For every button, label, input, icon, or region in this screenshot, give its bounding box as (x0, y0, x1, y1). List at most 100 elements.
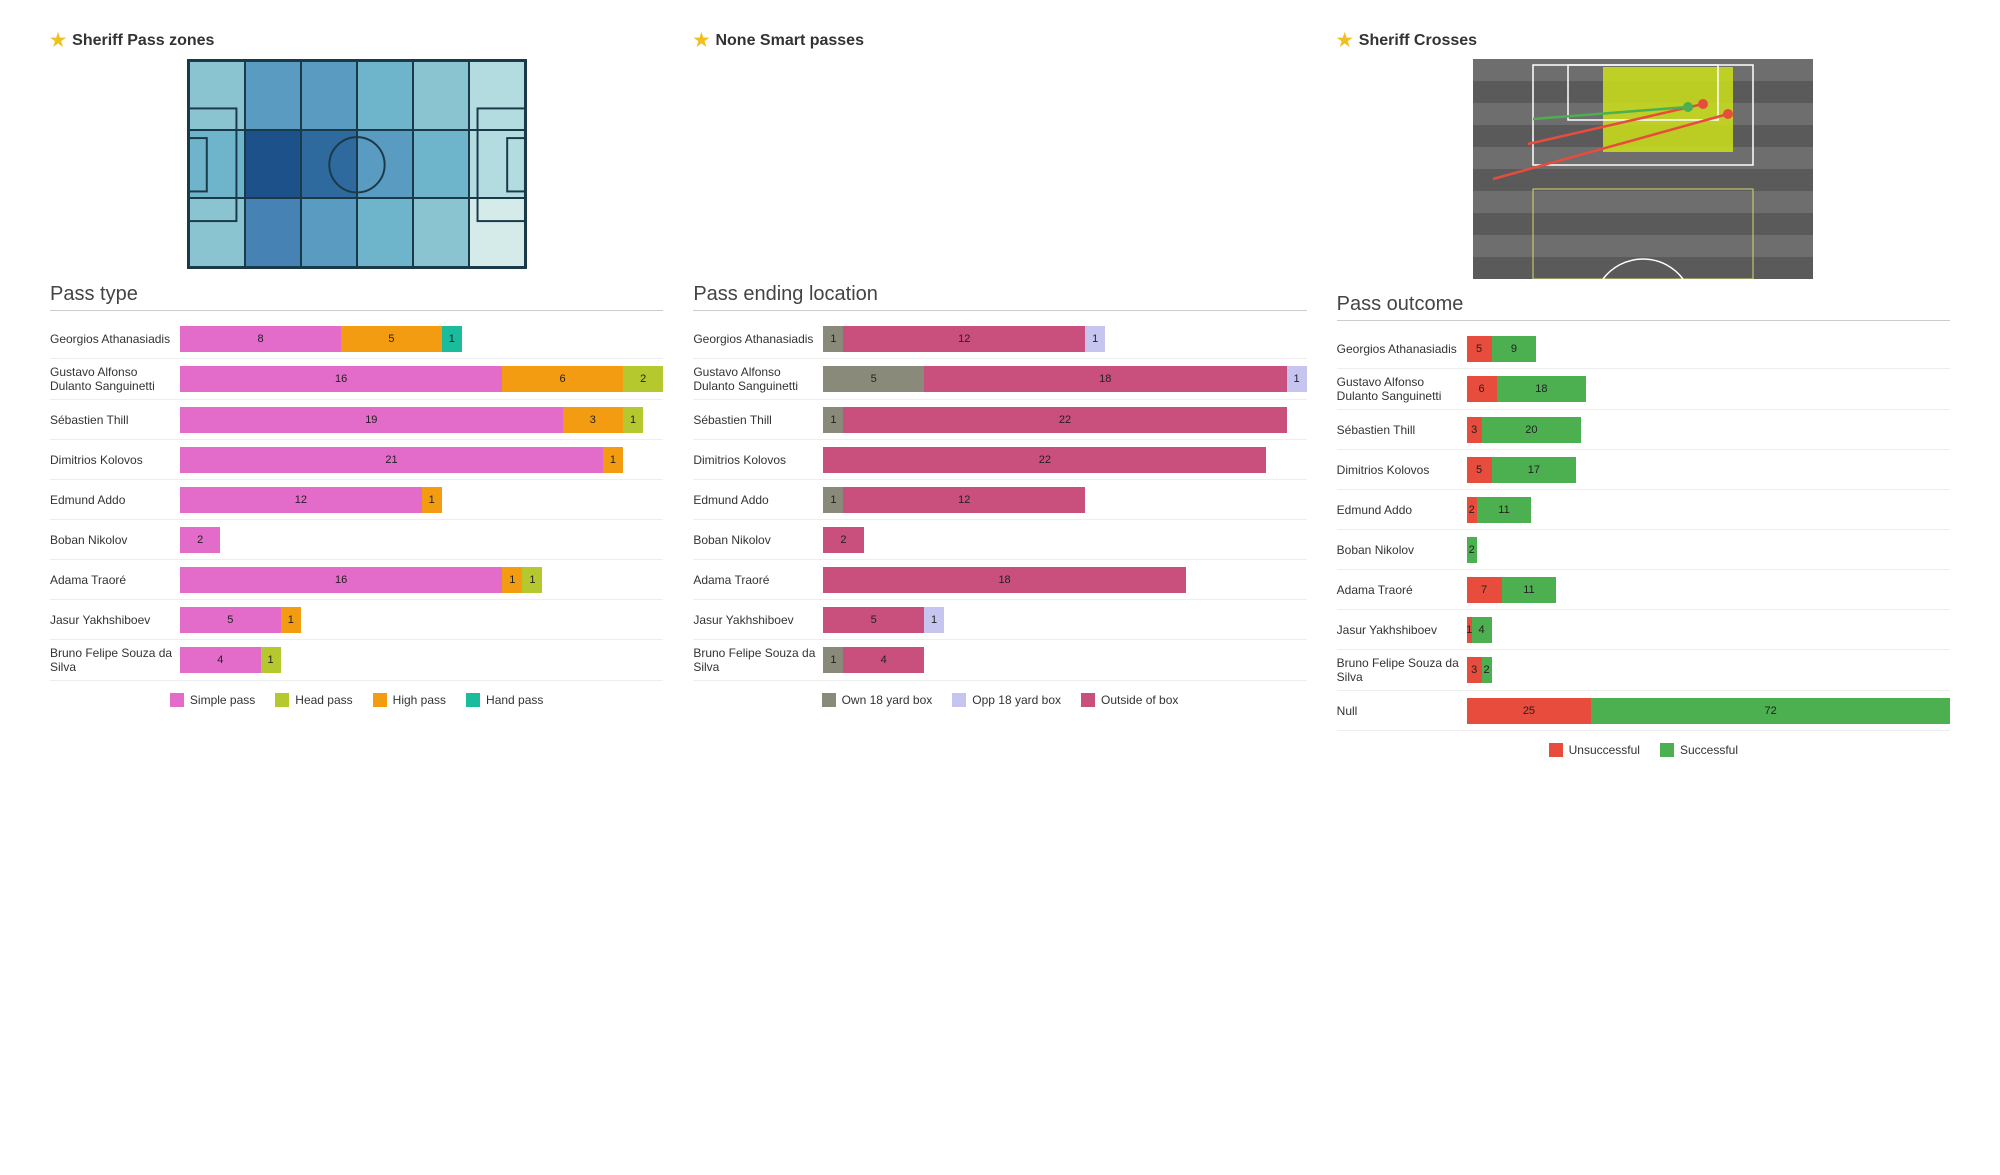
legend-swatch (1660, 743, 1674, 757)
player-label: Edmund Addo (1337, 503, 1467, 517)
heat-cell (245, 198, 301, 267)
bar-segment: 5 (823, 607, 924, 633)
player-label: Jasur Yakhshiboev (50, 613, 180, 627)
bar-segment: 12 (843, 487, 1085, 513)
bar-track: 59 (1467, 336, 1950, 362)
bar-segment: 8 (180, 326, 341, 352)
legend-label: Own 18 yard box (842, 693, 933, 707)
legend-item: High pass (373, 693, 446, 707)
pass-type-chart: Georgios Athanasiadis851Gustavo Alfonso … (50, 319, 663, 681)
bar-row: Dimitrios Kolovos22 (693, 440, 1306, 480)
divider (693, 310, 1306, 311)
legend-item: Successful (1660, 743, 1738, 757)
legend-swatch (275, 693, 289, 707)
bar-track: 1931 (180, 407, 663, 433)
heat-cell (357, 198, 413, 267)
bar-segment: 2 (1482, 657, 1492, 683)
bar-track: 112 (823, 487, 1306, 513)
heat-cell (301, 198, 357, 267)
heat-cell (189, 130, 245, 199)
legend-item: Outside of box (1081, 693, 1178, 707)
bar-row: Bruno Felipe Souza da Silva32 (1337, 650, 1950, 691)
smart-passes-empty (693, 59, 1306, 269)
heat-cell (245, 61, 301, 130)
pass-outcome-chart: Georgios Athanasiadis59Gustavo Alfonso D… (1337, 329, 1950, 731)
player-label: Edmund Addo (50, 493, 180, 507)
bar-segment: 21 (180, 447, 603, 473)
heat-cell (357, 61, 413, 130)
bar-segment: 1 (1085, 326, 1105, 352)
bar-track: 2 (1467, 537, 1950, 563)
bar-segment: 1 (442, 326, 462, 352)
legend-label: Opp 18 yard box (972, 693, 1061, 707)
player-label: Jasur Yakhshiboev (693, 613, 823, 627)
bar-segment: 17 (1492, 457, 1577, 483)
heat-cell (413, 130, 469, 199)
bar-track: 32 (1467, 657, 1950, 683)
bar-row: Boban Nikolov2 (50, 520, 663, 560)
bar-segment: 16 (180, 366, 502, 392)
bar-track: 41 (180, 647, 663, 673)
heat-cell (245, 130, 301, 199)
bar-segment: 1 (281, 607, 301, 633)
bar-segment: 2 (1467, 497, 1477, 523)
legend-swatch (466, 693, 480, 707)
player-label: Boban Nikolov (693, 533, 823, 547)
heat-cell (301, 130, 357, 199)
legend-label: Successful (1680, 743, 1738, 757)
player-label: Gustavo Alfonso Dulanto Sanguinetti (693, 365, 823, 393)
player-label: Georgios Athanasiadis (50, 332, 180, 346)
bar-track: 14 (823, 647, 1306, 673)
player-label: Boban Nikolov (50, 533, 180, 547)
player-label: Adama Traoré (50, 573, 180, 587)
bar-row: Sébastien Thill1931 (50, 400, 663, 440)
player-label: Gustavo Alfonso Dulanto Sanguinetti (50, 365, 180, 393)
bar-segment: 1 (522, 567, 542, 593)
bar-track: 2 (823, 527, 1306, 553)
player-label: Dimitrios Kolovos (50, 453, 180, 467)
bar-track: 320 (1467, 417, 1950, 443)
bar-segment: 1 (823, 487, 843, 513)
bar-row: Dimitrios Kolovos211 (50, 440, 663, 480)
bar-row: Bruno Felipe Souza da Silva14 (693, 640, 1306, 681)
bar-track: 1662 (180, 366, 663, 392)
bar-segment: 9 (1492, 336, 1537, 362)
bar-segment: 19 (180, 407, 563, 433)
bar-track: 14 (1467, 617, 1950, 643)
player-label: Georgios Athanasiadis (1337, 342, 1467, 356)
bar-row: Georgios Athanasiadis851 (50, 319, 663, 359)
heat-cell (413, 61, 469, 130)
bar-segment: 22 (823, 447, 1266, 473)
heat-cell (469, 61, 525, 130)
bar-row: Null2572 (1337, 691, 1950, 731)
heat-cell (301, 61, 357, 130)
bar-segment: 5 (1467, 457, 1492, 483)
smart-passes-label: None Smart passes (715, 32, 864, 50)
pass-outcome-title: Pass outcome (1337, 293, 1950, 316)
legend-swatch (373, 693, 387, 707)
player-label: Edmund Addo (693, 493, 823, 507)
player-label: Adama Traoré (693, 573, 823, 587)
legend-label: Simple pass (190, 693, 255, 707)
bar-segment: 4 (1472, 617, 1492, 643)
divider (50, 310, 663, 311)
bar-track: 618 (1467, 376, 1950, 402)
player-label: Bruno Felipe Souza da Silva (693, 646, 823, 674)
legend-swatch (1081, 693, 1095, 707)
bar-track: 5181 (823, 366, 1306, 392)
bar-track: 711 (1467, 577, 1950, 603)
bar-row: Gustavo Alfonso Dulanto Sanguinetti1662 (50, 359, 663, 400)
bar-segment: 1 (1287, 366, 1307, 392)
crosses-title: ★ Sheriff Crosses (1337, 30, 1950, 51)
pass-outcome-legend: UnsuccessfulSuccessful (1337, 743, 1950, 757)
heat-cell (189, 61, 245, 130)
bar-row: Gustavo Alfonso Dulanto Sanguinetti5181 (693, 359, 1306, 400)
bar-segment: 1 (823, 326, 843, 352)
bar-row: Boban Nikolov2 (693, 520, 1306, 560)
bar-row: Sébastien Thill320 (1337, 410, 1950, 450)
bar-segment: 16 (180, 567, 502, 593)
legend-swatch (1549, 743, 1563, 757)
pass-ending-title: Pass ending location (693, 283, 1306, 306)
bar-track: 2572 (1467, 698, 1950, 724)
legend-swatch (822, 693, 836, 707)
